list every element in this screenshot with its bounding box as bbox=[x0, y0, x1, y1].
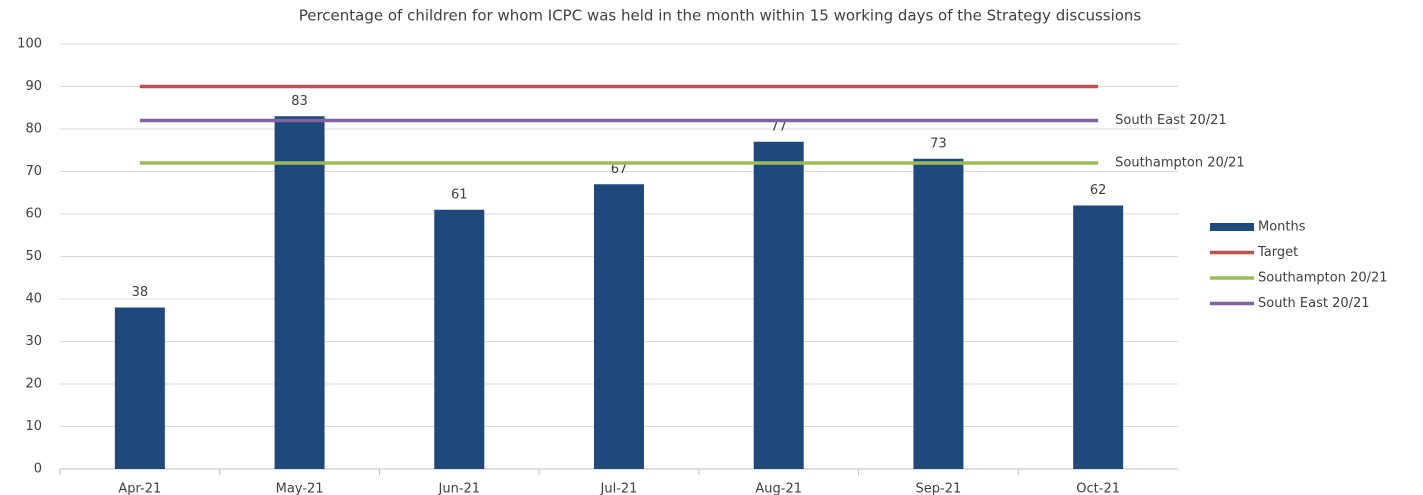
bar bbox=[274, 116, 325, 469]
chart-title: Percentage of children for whom ICPC was… bbox=[299, 7, 1142, 25]
data-label: 67 bbox=[611, 162, 628, 177]
x-tick-label: Sep-21 bbox=[916, 482, 962, 495]
bar bbox=[434, 209, 485, 469]
legend-label: Southampton 20/21 bbox=[1258, 271, 1388, 286]
bar bbox=[594, 184, 644, 469]
y-tick-label: 70 bbox=[25, 164, 42, 179]
data-label: 61 bbox=[451, 187, 468, 202]
x-tick-label: Jul-21 bbox=[600, 482, 638, 495]
x-tick-label: Aug-21 bbox=[755, 482, 802, 495]
y-tick-label: 80 bbox=[25, 122, 42, 137]
y-tick-label: 50 bbox=[25, 249, 42, 264]
data-label: 62 bbox=[1090, 183, 1107, 198]
y-tick-label: 40 bbox=[25, 292, 42, 307]
legend-label: Target bbox=[1257, 245, 1298, 260]
x-tick-label: Apr-21 bbox=[118, 482, 161, 495]
y-tick-label: 10 bbox=[25, 419, 42, 434]
y-tick-label: 60 bbox=[25, 207, 42, 222]
y-tick-label: 100 bbox=[17, 37, 42, 52]
data-label: 73 bbox=[930, 136, 947, 151]
data-label: 77 bbox=[770, 119, 787, 134]
bar bbox=[753, 141, 804, 469]
x-tick-label: Jun-21 bbox=[438, 482, 481, 495]
legend-label: Months bbox=[1258, 220, 1306, 235]
x-tick-label: May-21 bbox=[276, 482, 324, 495]
bar bbox=[913, 158, 964, 469]
y-tick-label: 30 bbox=[25, 334, 42, 349]
legend-label: South East 20/21 bbox=[1258, 296, 1370, 311]
legend-swatch bbox=[1210, 223, 1254, 231]
data-label: 38 bbox=[132, 285, 149, 300]
x-tick-label: Oct-21 bbox=[1076, 482, 1120, 495]
line-end-label: South East 20/21 bbox=[1115, 113, 1227, 128]
bar bbox=[114, 307, 165, 469]
y-tick-label: 90 bbox=[25, 79, 42, 94]
data-label: 83 bbox=[291, 94, 308, 109]
y-tick-label: 20 bbox=[25, 377, 42, 392]
bar bbox=[1073, 205, 1124, 469]
y-tick-label: 0 bbox=[34, 462, 42, 477]
line-end-label: Southampton 20/21 bbox=[1115, 156, 1245, 171]
